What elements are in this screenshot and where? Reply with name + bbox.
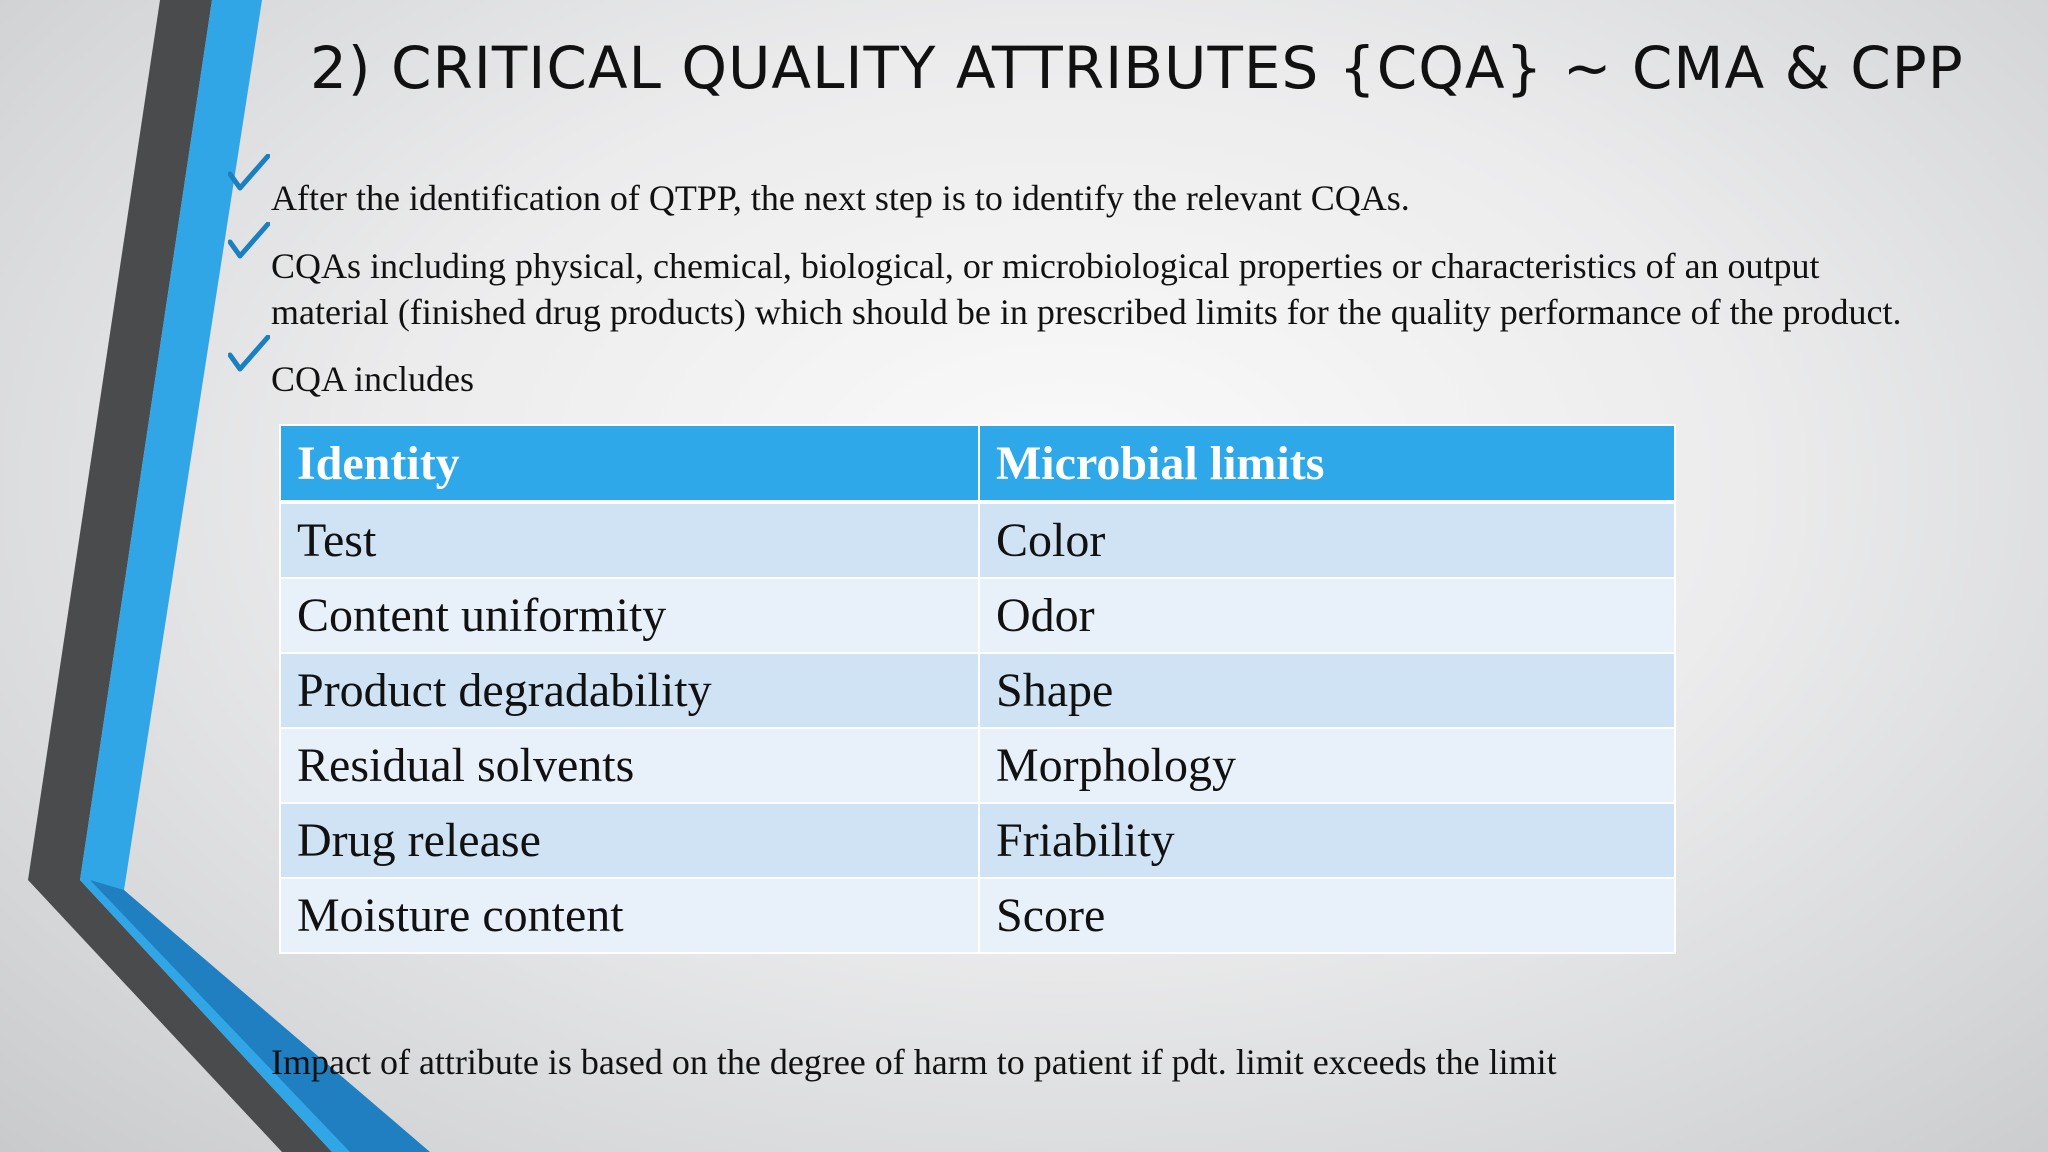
- blue-lower-band: [90, 880, 430, 1152]
- table-cell: Friability: [978, 802, 1676, 879]
- table-cell: Product degradability: [279, 652, 980, 729]
- table-cell: Morphology: [978, 727, 1676, 804]
- bullet-text: After the identification of QTPP, the ne…: [271, 178, 1410, 218]
- checkmark-icon: [228, 335, 270, 372]
- table-row: Drug release Friability: [279, 802, 1676, 879]
- table-header-row: Identity Microbial limits: [279, 424, 1676, 504]
- dark-gray-stripe: [28, 0, 332, 1152]
- light-blue-stripe: [80, 0, 380, 1152]
- bullet-text-continuation: material (finished drug products) which …: [271, 292, 1902, 332]
- table-cell: Drug release: [279, 802, 980, 879]
- table-row: Moisture content Score: [279, 877, 1676, 954]
- table-row: Content uniformity Odor: [279, 577, 1676, 654]
- table-row: Test Color: [279, 501, 1676, 579]
- checkmark-icon: [228, 154, 270, 191]
- table-cell: Test: [279, 501, 980, 579]
- footer-bullet-text: Impact of attribute is based on the degr…: [271, 1042, 1557, 1082]
- bullet-text: CQAs including physical, chemical, biolo…: [271, 246, 1820, 286]
- table-cell: Shape: [978, 652, 1676, 729]
- bullet-text: CQA includes: [271, 359, 474, 399]
- checkmark-icon: [228, 222, 270, 259]
- slide-title: 2) CRITICAL QUALITY ATTRIBUTES {CQA} ~ C…: [310, 34, 1964, 102]
- table-header-identity: Identity: [279, 424, 980, 504]
- cqa-table: Identity Microbial limits Test Color Con…: [279, 424, 1676, 954]
- table-cell: Content uniformity: [279, 577, 980, 654]
- table-header-microbial-limits: Microbial limits: [978, 424, 1676, 504]
- table-cell: Moisture content: [279, 877, 980, 954]
- table-cell: Residual solvents: [279, 727, 980, 804]
- table-cell: Odor: [978, 577, 1676, 654]
- table-row: Residual solvents Morphology: [279, 727, 1676, 804]
- table-row: Product degradability Shape: [279, 652, 1676, 729]
- table-cell: Color: [978, 501, 1676, 579]
- table-cell: Score: [978, 877, 1676, 954]
